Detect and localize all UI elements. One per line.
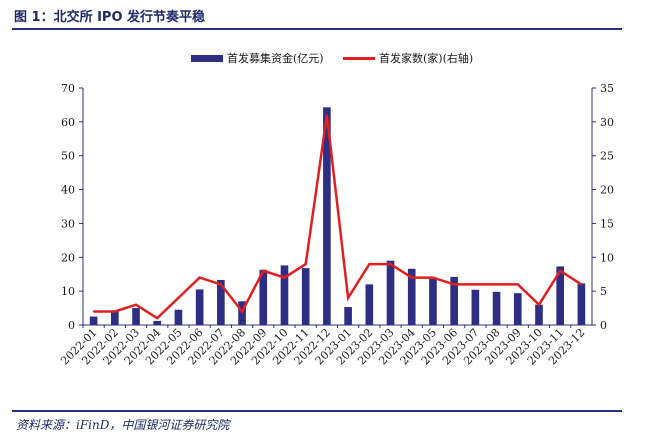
- bar-2023-10: [535, 304, 543, 325]
- line-point-2022-10: [283, 276, 286, 279]
- line-point-2022-07: [220, 283, 222, 286]
- line-point-2022-11: [304, 263, 307, 265]
- line-point-2022-08: [241, 310, 243, 313]
- bar-2023-08: [492, 291, 501, 325]
- bar-2022-09: [259, 269, 268, 325]
- line-point-2022-01: [92, 310, 95, 313]
- bar-2023-06: [450, 276, 458, 325]
- bar-2023-07: [471, 289, 480, 325]
- bar-2022-11: [301, 268, 310, 325]
- bar-2023-01: [344, 307, 352, 325]
- bar-2022-04: [153, 320, 162, 325]
- line-point-2022-05: [177, 297, 180, 299]
- figure-title: 图 1：北交所 IPO 发行节奏平稳: [14, 10, 206, 25]
- line-point-2023-02: [368, 263, 371, 265]
- bar-2022-07: [217, 279, 225, 325]
- line-point-2023-10: [538, 303, 540, 306]
- bar-2022-10: [280, 265, 289, 325]
- bar-2022-05: [174, 309, 183, 325]
- right-tick-label: 10: [600, 251, 614, 264]
- left-tick-label: 40: [61, 184, 75, 197]
- right-tick-label: 25: [600, 150, 614, 163]
- bar-2023-12: [577, 283, 586, 325]
- right-tick-label: 35: [600, 82, 614, 95]
- line-point-2023-09: [516, 283, 519, 286]
- bar-2022-03: [132, 308, 140, 325]
- right-tick-label: 0: [600, 319, 607, 332]
- line-point-2023-06: [453, 283, 455, 286]
- line-point-2023-05: [432, 276, 434, 279]
- line-point-2023-08: [495, 283, 498, 286]
- bar-2023-03: [386, 260, 395, 325]
- left-tick-label: 20: [61, 251, 75, 264]
- line-point-2023-03: [389, 263, 392, 265]
- bar-2023-04: [407, 268, 416, 325]
- legend-line-label: 首发家数(家)(右轴): [379, 51, 473, 65]
- line-point-2023-12: [580, 283, 583, 286]
- bar-2022-12: [323, 107, 331, 325]
- legend-bar-label: 首发募集资金(亿元): [227, 51, 324, 65]
- legend-bar-swatch: [191, 55, 223, 62]
- bar-2022-02: [110, 311, 119, 325]
- line-point-2022-04: [156, 317, 159, 320]
- right-tick-label: 5: [600, 285, 607, 298]
- line-point-2023-11: [559, 270, 561, 272]
- line-point-2023-01: [347, 297, 349, 299]
- left-tick-label: 60: [61, 116, 75, 129]
- left-tick-label: 30: [61, 217, 75, 230]
- source-rule: [12, 410, 622, 412]
- line-series: [92, 114, 583, 320]
- right-tick-label: 20: [600, 184, 614, 197]
- bar-2023-02: [365, 284, 374, 325]
- title-rule: [12, 28, 622, 30]
- line-point-2022-06: [198, 276, 201, 279]
- bar-series: [89, 107, 586, 325]
- bar-2023-09: [513, 293, 522, 325]
- x-tick-labels: 2022-012022-022022-032022-042022-052022-…: [58, 325, 588, 367]
- line-point-2022-02: [114, 310, 116, 313]
- right-tick-label: 30: [600, 116, 614, 129]
- bar-2023-05: [429, 278, 437, 325]
- left-tick-label: 10: [61, 285, 75, 298]
- bar-2022-06: [195, 289, 204, 325]
- line-point-2023-07: [474, 283, 477, 286]
- left-tick-label: 0: [68, 319, 75, 332]
- line-path: [93, 114, 583, 320]
- line-point-2022-12: [326, 114, 328, 116]
- bar-2023-11: [556, 266, 565, 325]
- line-point-2023-04: [410, 276, 413, 279]
- bar-2022-01: [89, 316, 98, 325]
- left-tick-label: 50: [61, 150, 75, 163]
- line-point-2022-09: [262, 270, 265, 272]
- right-tick-label: 15: [600, 217, 614, 230]
- line-point-2022-03: [135, 303, 137, 306]
- legend: 首发募集资金(亿元) 首发家数(家)(右轴): [191, 51, 473, 65]
- left-tick-label: 70: [61, 82, 75, 95]
- source-note: 资料来源：iFinD，中国银河证券研究院: [16, 418, 230, 432]
